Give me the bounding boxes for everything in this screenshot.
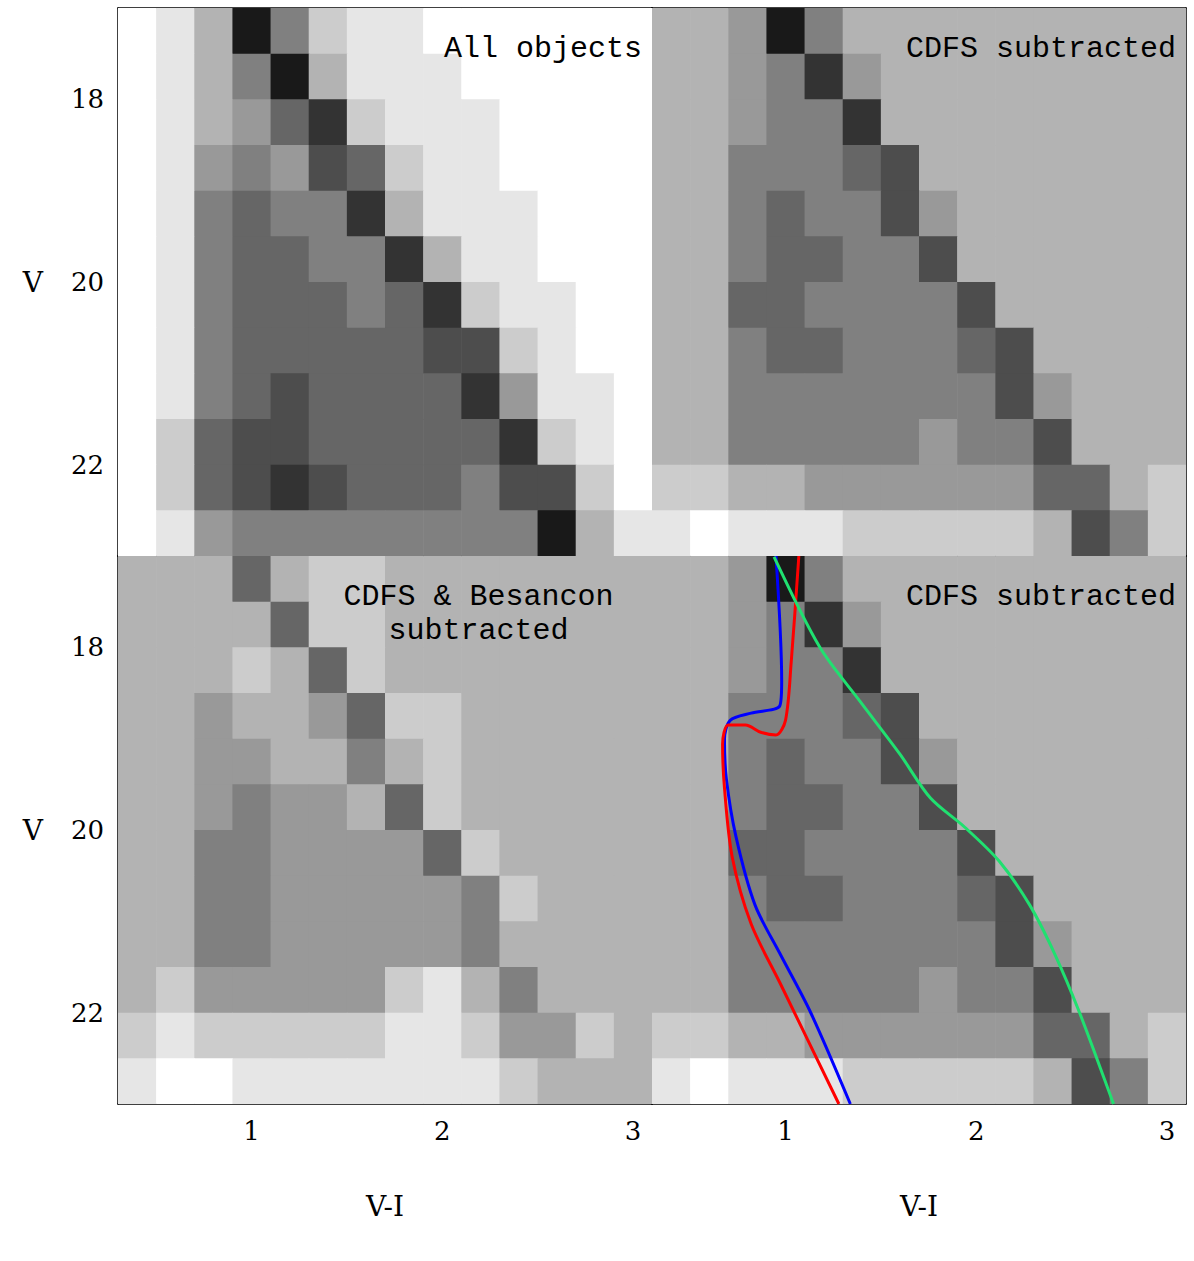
svg-text:2: 2 bbox=[968, 1116, 985, 1146]
svg-text:subtracted: subtracted bbox=[388, 614, 568, 648]
svg-text:20: 20 bbox=[71, 267, 104, 297]
svg-text:18: 18 bbox=[71, 632, 104, 662]
svg-text:1: 1 bbox=[777, 1116, 794, 1146]
svg-text:2: 2 bbox=[434, 1116, 451, 1146]
svg-text:22: 22 bbox=[71, 998, 104, 1028]
svg-text:1: 1 bbox=[243, 1116, 260, 1146]
svg-text:18: 18 bbox=[71, 84, 104, 114]
svg-text:V-I: V-I bbox=[365, 1190, 404, 1223]
svg-text:20: 20 bbox=[71, 815, 104, 845]
svg-text:V: V bbox=[22, 814, 44, 847]
svg-text:CDFS & Besancon: CDFS & Besancon bbox=[343, 580, 613, 614]
svg-text:CDFS subtracted: CDFS subtracted bbox=[906, 32, 1176, 66]
svg-text:3: 3 bbox=[625, 1116, 642, 1146]
svg-text:3: 3 bbox=[1159, 1116, 1176, 1146]
svg-text:CDFS subtracted: CDFS subtracted bbox=[906, 580, 1176, 614]
svg-text:V: V bbox=[22, 266, 44, 299]
svg-text:V-I: V-I bbox=[899, 1190, 938, 1223]
svg-text:All objects: All objects bbox=[444, 32, 642, 66]
svg-text:22: 22 bbox=[71, 450, 104, 480]
